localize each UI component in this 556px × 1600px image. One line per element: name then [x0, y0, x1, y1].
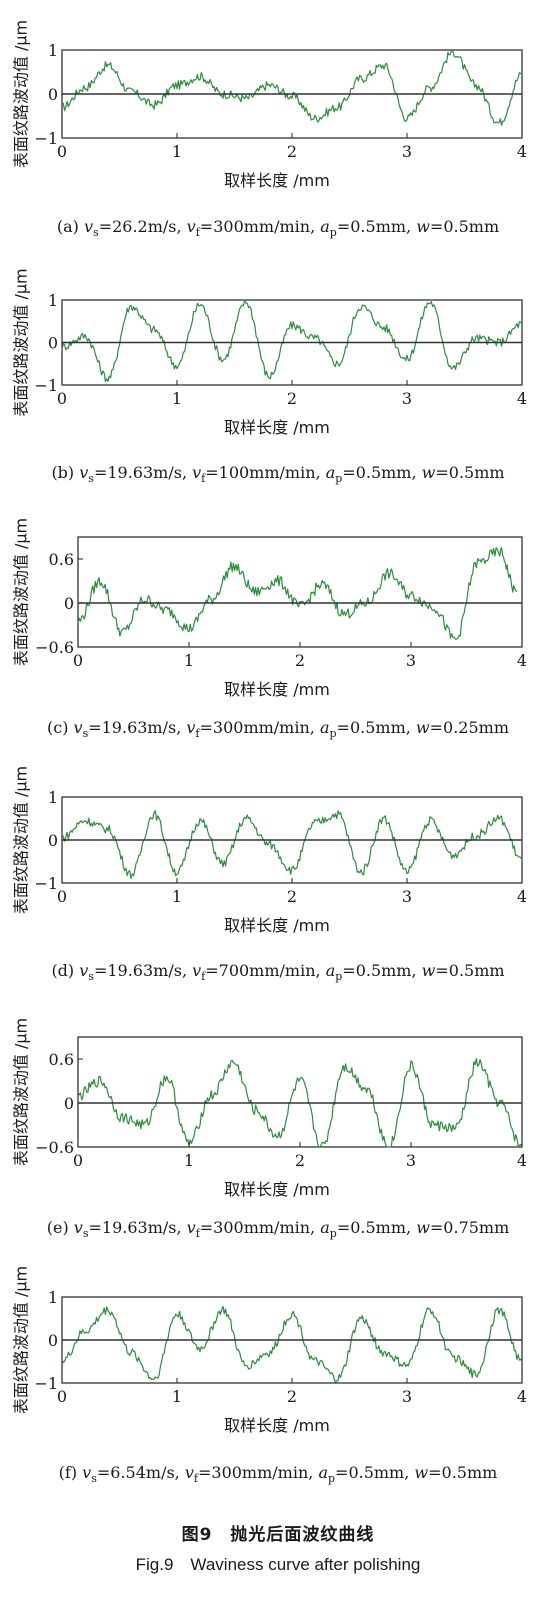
- x-tick-label: 2: [295, 1151, 305, 1170]
- y-tick-label: 0.6: [49, 1050, 74, 1069]
- x-tick-label: 4: [517, 1387, 527, 1406]
- y-axis-label: 表面纹路波动值 /μm: [12, 1266, 31, 1414]
- waviness-curve: [61, 1306, 523, 1383]
- x-tick-label: 1: [172, 142, 182, 161]
- panel-caption: (b) vs=19.63m/s, vf=100mm/min, ap=0.5mm,…: [51, 463, 504, 485]
- x-tick-label: 0: [57, 1387, 67, 1406]
- waviness-curve: [61, 299, 523, 383]
- y-tick-label: 0: [48, 831, 58, 850]
- x-axis-label: 取样长度 /mm: [224, 1416, 330, 1435]
- y-tick-label: −1: [34, 376, 58, 395]
- x-tick-label: 3: [406, 1151, 416, 1170]
- x-tick-label: 1: [172, 389, 182, 408]
- y-axis-label: 表面纹路波动值 /μm: [12, 766, 31, 914]
- x-axis-label: 取样长度 /mm: [224, 680, 330, 699]
- x-tick-label: 0: [57, 887, 67, 906]
- panel-caption: (d) vs=19.63m/s, vf=700mm/min, ap=0.5mm,…: [51, 961, 504, 983]
- y-tick-label: 1: [48, 291, 58, 310]
- x-tick-label: 3: [402, 1387, 412, 1406]
- y-axis-label: 表面纹路波动值 /μm: [12, 1018, 31, 1166]
- x-tick-label: 1: [172, 887, 182, 906]
- y-tick-label: 1: [48, 41, 58, 60]
- y-tick-label: −1: [34, 1374, 58, 1393]
- y-tick-label: 0: [64, 1094, 74, 1113]
- y-tick-label: −0.6: [35, 1138, 74, 1157]
- y-tick-label: 0.6: [49, 550, 74, 569]
- x-tick-label: 3: [402, 142, 412, 161]
- panel-caption: (f) vs=6.54m/s, vf=300mm/min, ap=0.5mm, …: [59, 1463, 498, 1485]
- waviness-curve: [77, 547, 518, 640]
- x-tick-label: 4: [517, 389, 527, 408]
- y-tick-label: 1: [48, 1288, 58, 1307]
- x-tick-label: 4: [517, 1151, 527, 1170]
- x-tick-label: 0: [73, 651, 83, 670]
- x-tick-label: 0: [57, 389, 67, 408]
- waviness-curve: [61, 810, 523, 879]
- y-tick-label: 0: [48, 1331, 58, 1350]
- x-tick-label: 2: [287, 1387, 297, 1406]
- waviness-curve: [77, 1057, 523, 1148]
- y-axis-label: 表面纹路波动值 /μm: [12, 20, 31, 168]
- x-tick-label: 2: [287, 887, 297, 906]
- y-tick-label: −1: [34, 874, 58, 893]
- plot-frame: [77, 536, 523, 648]
- y-tick-label: −0.6: [35, 638, 74, 657]
- x-tick-label: 4: [517, 651, 527, 670]
- y-axis-label: 表面纹路波动值 /μm: [12, 518, 31, 666]
- y-tick-label: 0: [48, 334, 58, 353]
- x-tick-label: 4: [517, 887, 527, 906]
- y-tick-label: 0: [48, 85, 58, 104]
- x-tick-label: 3: [406, 651, 416, 670]
- x-tick-label: 2: [295, 651, 305, 670]
- x-tick-label: 1: [184, 651, 194, 670]
- y-tick-label: 0: [64, 594, 74, 613]
- figure-caption-cn: 图9 抛光后面波纹曲线: [181, 1525, 375, 1545]
- y-tick-label: 1: [48, 788, 58, 807]
- x-tick-label: 2: [287, 142, 297, 161]
- x-axis-label: 取样长度 /mm: [224, 916, 330, 935]
- waviness-curve: [61, 49, 523, 126]
- x-axis-label: 取样长度 /mm: [224, 171, 330, 190]
- x-tick-label: 3: [402, 389, 412, 408]
- x-tick-label: 0: [73, 1151, 83, 1170]
- x-axis-label: 取样长度 /mm: [224, 1180, 330, 1199]
- x-axis-label: 取样长度 /mm: [224, 418, 330, 437]
- x-tick-label: 3: [402, 887, 412, 906]
- y-tick-label: −1: [34, 129, 58, 148]
- y-axis-label: 表面纹路波动值 /μm: [12, 268, 31, 416]
- plot-frame: [77, 1036, 523, 1148]
- x-tick-label: 1: [184, 1151, 194, 1170]
- panel-caption: (a) vs=26.2m/s, vf=300mm/min, ap=0.5mm, …: [57, 217, 499, 239]
- panel-caption: (c) vs=19.63m/s, vf=300mm/min, ap=0.5mm,…: [47, 718, 509, 740]
- figure-caption-en: Fig.9 Waviness curve after polishing: [135, 1555, 421, 1574]
- x-tick-label: 2: [287, 389, 297, 408]
- x-tick-label: 0: [57, 142, 67, 161]
- panel-caption: (e) vs=19.63m/s, vf=300mm/min, ap=0.5mm,…: [47, 1218, 510, 1240]
- x-tick-label: 4: [517, 142, 527, 161]
- x-tick-label: 1: [172, 1387, 182, 1406]
